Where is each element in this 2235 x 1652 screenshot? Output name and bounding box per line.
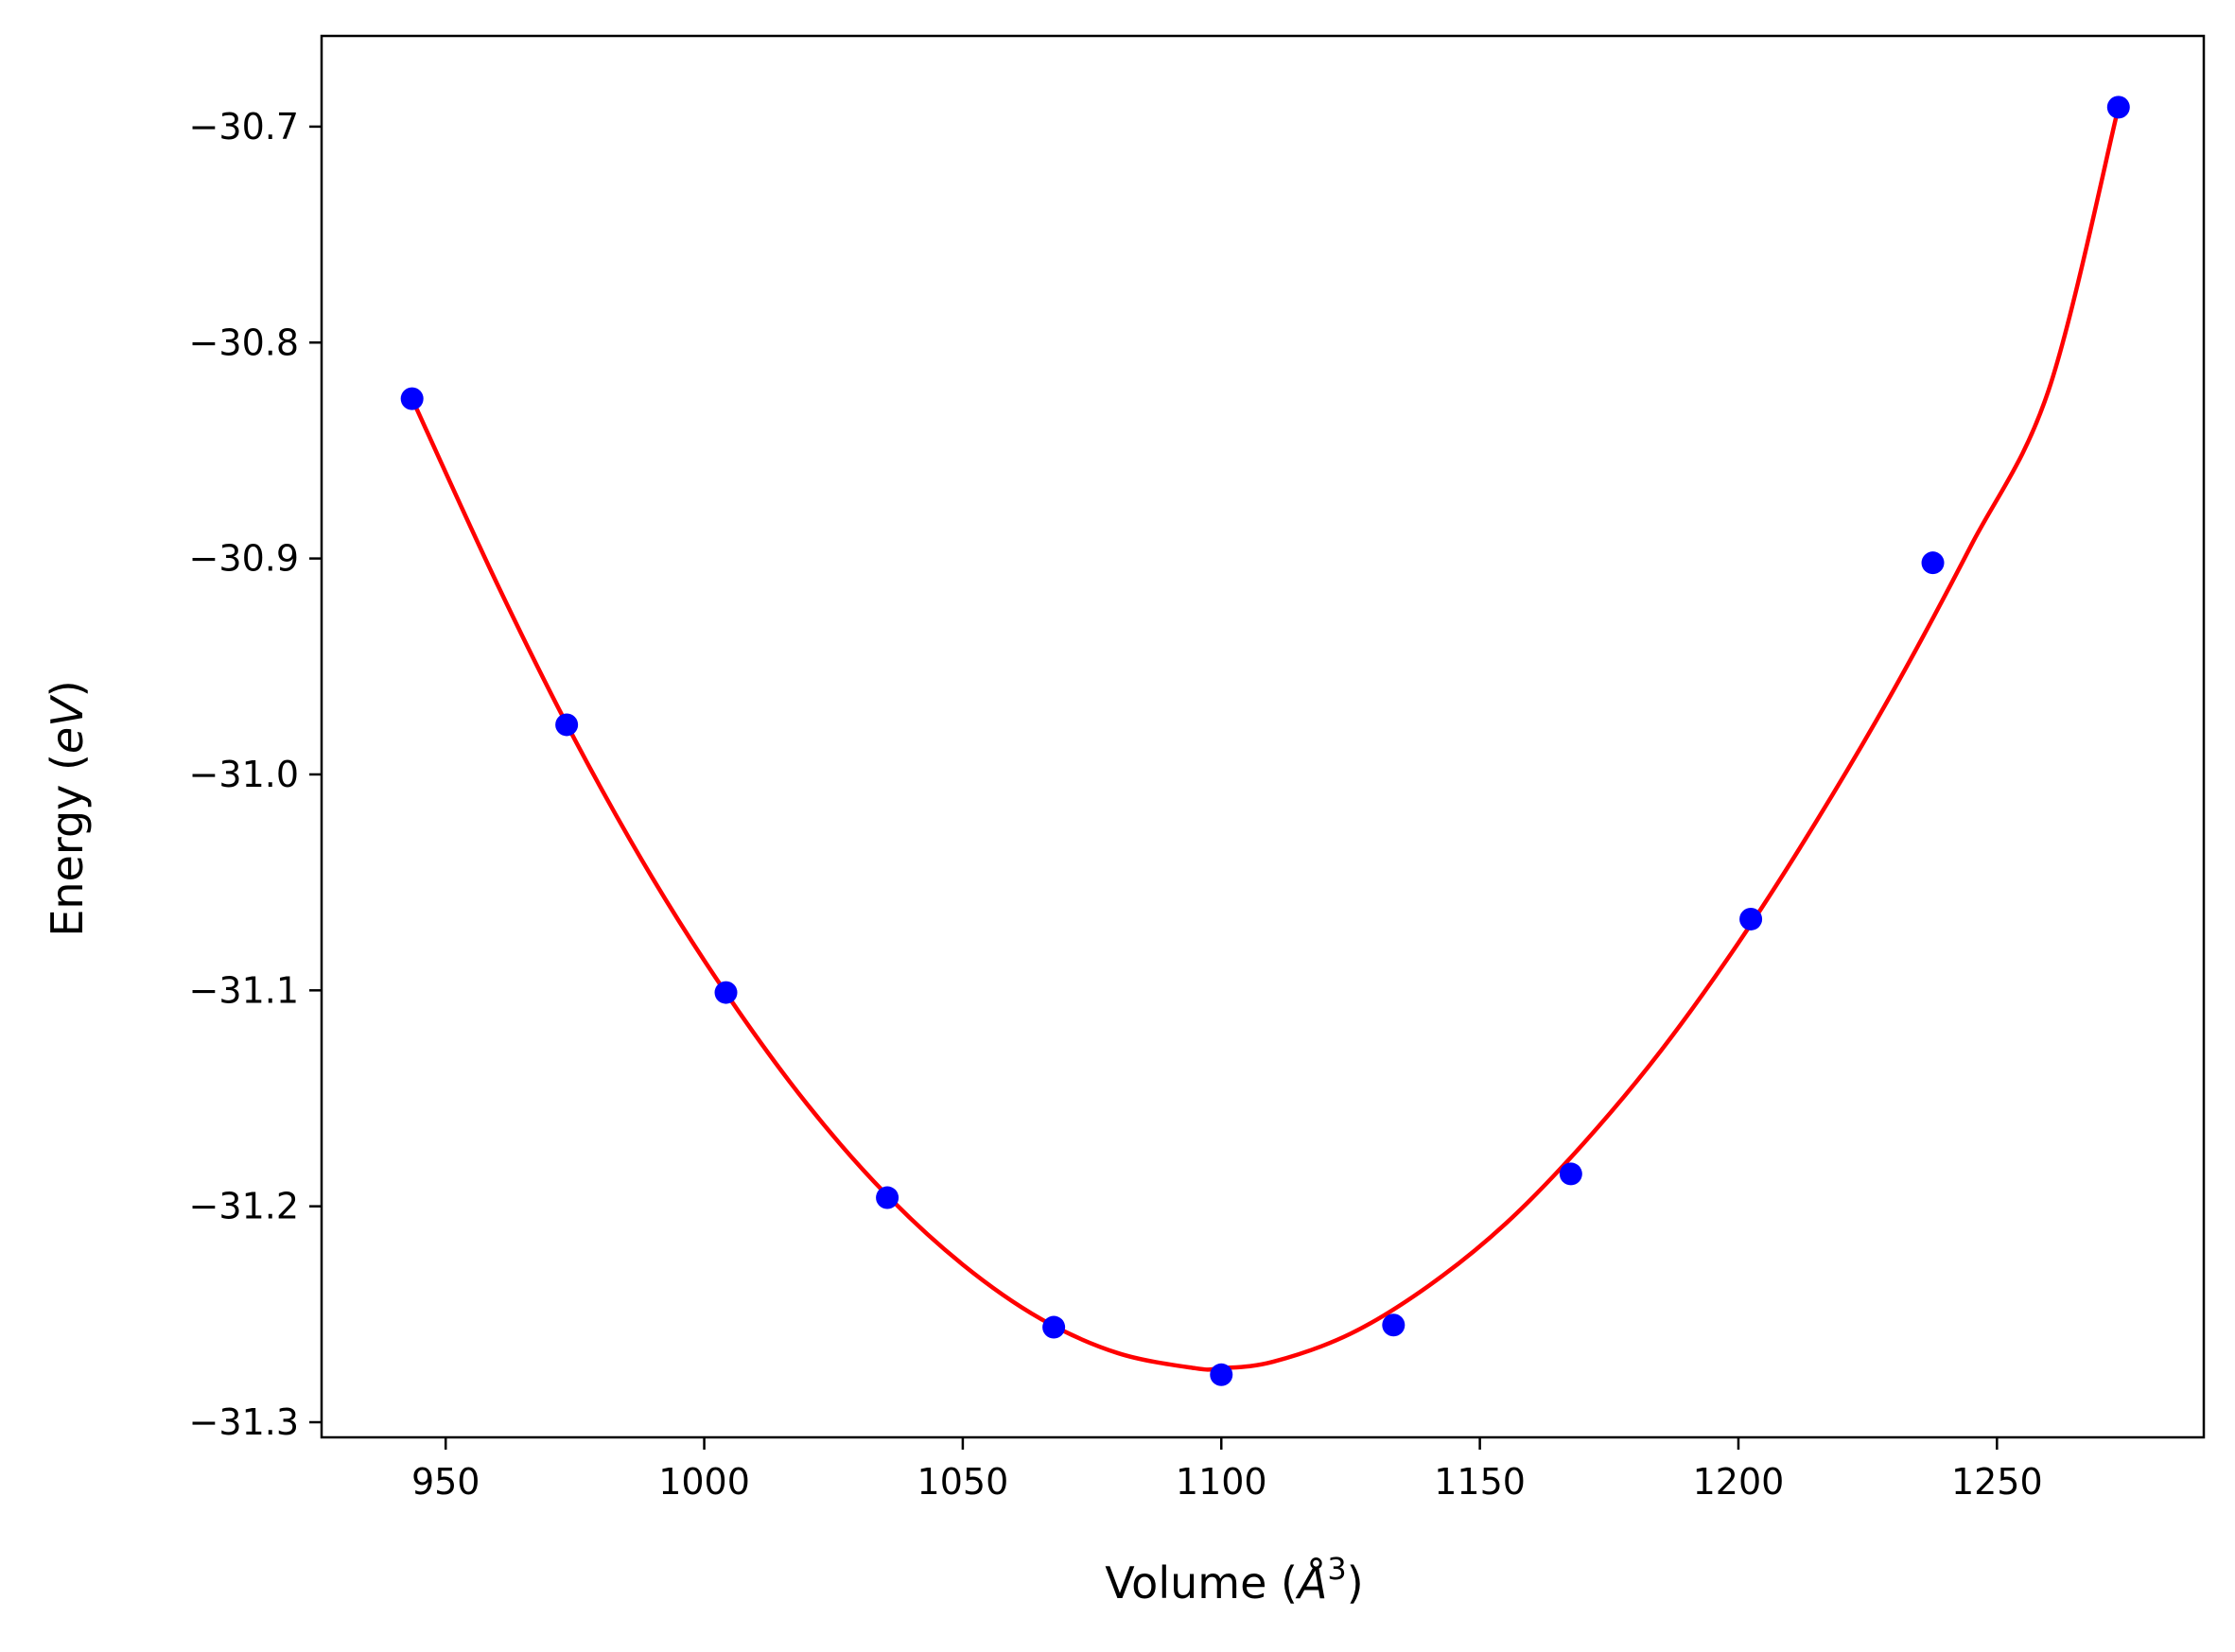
plot-frame xyxy=(320,34,2206,1439)
y-tick-label: −30.8 xyxy=(189,322,299,363)
x-tick-label: 1200 xyxy=(1693,1461,1785,1503)
data-points-layer xyxy=(400,96,2130,1386)
y-tick-label: −31.1 xyxy=(189,969,299,1011)
y-axis-label: Energy (eV) xyxy=(42,680,93,936)
y-tick-label: −31.2 xyxy=(189,1186,299,1227)
data-point xyxy=(555,713,579,737)
data-point xyxy=(714,981,738,1004)
data-point xyxy=(1739,907,1763,930)
x-tick-label: 1050 xyxy=(917,1461,1009,1503)
y-axis-ticks: −30.7 −30.8 −30.9 −31.0 −31.1 −31.2 −31.3 xyxy=(189,106,322,1443)
data-point xyxy=(2106,96,2130,119)
data-point xyxy=(1042,1315,1066,1339)
fit-curve-line xyxy=(410,105,2122,1372)
x-axis-label: Volume (Å3) xyxy=(1105,1551,1363,1609)
x-axis-ticks: 950 1000 1050 1100 1150 1200 1250 xyxy=(411,1437,2043,1503)
x-tick-label: 1100 xyxy=(1176,1461,1267,1503)
y-tick-label: −31.3 xyxy=(189,1401,299,1443)
x-tick-label: 1150 xyxy=(1434,1461,1526,1503)
y-tick-label: −30.7 xyxy=(189,106,299,148)
data-point xyxy=(1921,551,1945,575)
data-point xyxy=(876,1186,899,1209)
data-point xyxy=(400,387,424,410)
x-tick-label: 1000 xyxy=(658,1461,750,1503)
data-point xyxy=(1559,1162,1582,1186)
fit-curve-layer xyxy=(410,105,2122,1372)
x-tick-label: 950 xyxy=(411,1461,480,1503)
y-tick-label: −31.0 xyxy=(189,754,299,795)
y-tick-label: −30.9 xyxy=(189,538,299,580)
data-point xyxy=(1210,1363,1233,1386)
x-tick-label: 1250 xyxy=(1951,1461,2043,1503)
data-point xyxy=(1382,1313,1406,1337)
